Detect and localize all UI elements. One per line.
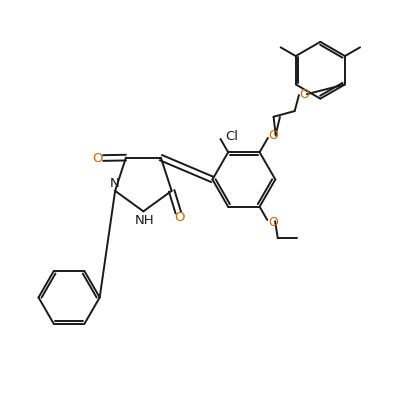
Text: O: O bbox=[268, 216, 278, 229]
Text: NH: NH bbox=[135, 214, 154, 227]
Text: O: O bbox=[268, 129, 278, 142]
Text: O: O bbox=[175, 212, 185, 225]
Text: O: O bbox=[300, 88, 310, 101]
Text: O: O bbox=[92, 152, 103, 164]
Text: N: N bbox=[109, 177, 119, 190]
Text: Cl: Cl bbox=[225, 130, 238, 143]
